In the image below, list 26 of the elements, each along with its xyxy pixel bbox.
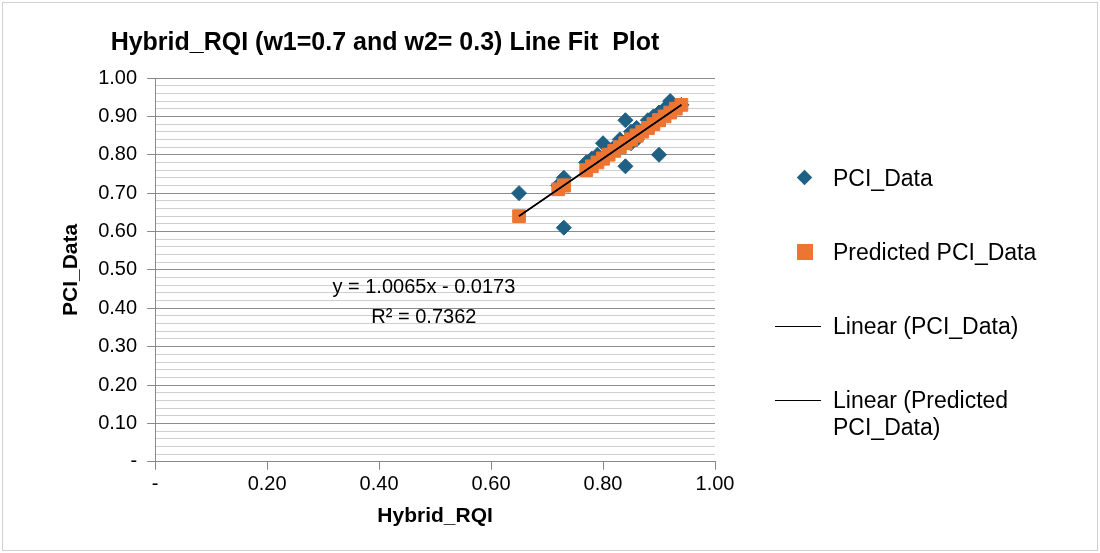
legend-label: Predicted PCI_Data	[833, 239, 1037, 266]
x-tick-label: -	[151, 472, 159, 495]
y-tick-label: -	[130, 449, 138, 472]
x-tick-label: 1.00	[695, 472, 735, 495]
x-tick-label: 0.80	[583, 472, 623, 495]
y-tick-label: 0.30	[98, 334, 138, 357]
y-tick-label: 0.80	[98, 142, 138, 165]
annotation: y = 1.0065x - 0.0173	[332, 274, 516, 297]
y-tick-label: 1.00	[98, 65, 138, 88]
y-tick-label: 0.20	[98, 372, 138, 395]
y-tick-label: 0.40	[98, 295, 138, 318]
y-tick-label: 0.10	[98, 410, 138, 433]
y-axis-title: PCI_Data	[58, 223, 82, 316]
x-axis-title: Hybrid_RQI	[377, 503, 493, 527]
x-tick-label: 0.60	[471, 472, 511, 495]
chart-title: Hybrid_RQI (w1=0.7 and w2= 0.3) Line Fit Plot	[110, 26, 661, 55]
x-tick-label: 0.20	[247, 472, 287, 495]
legend-label: Linear (Predicted PCI_Data)	[833, 387, 1010, 441]
x-tick-label: 0.40	[359, 472, 399, 495]
y-tick-label: 0.50	[98, 257, 138, 280]
y-tick-label: 0.70	[98, 180, 138, 203]
legend-label: Linear (PCI_Data)	[833, 313, 1019, 340]
y-tick-label: 0.60	[98, 219, 138, 242]
legend-label: PCI_Data	[833, 165, 933, 192]
annotation: R² = 0.7362	[371, 304, 477, 327]
y-tick-label: 0.90	[98, 103, 138, 126]
